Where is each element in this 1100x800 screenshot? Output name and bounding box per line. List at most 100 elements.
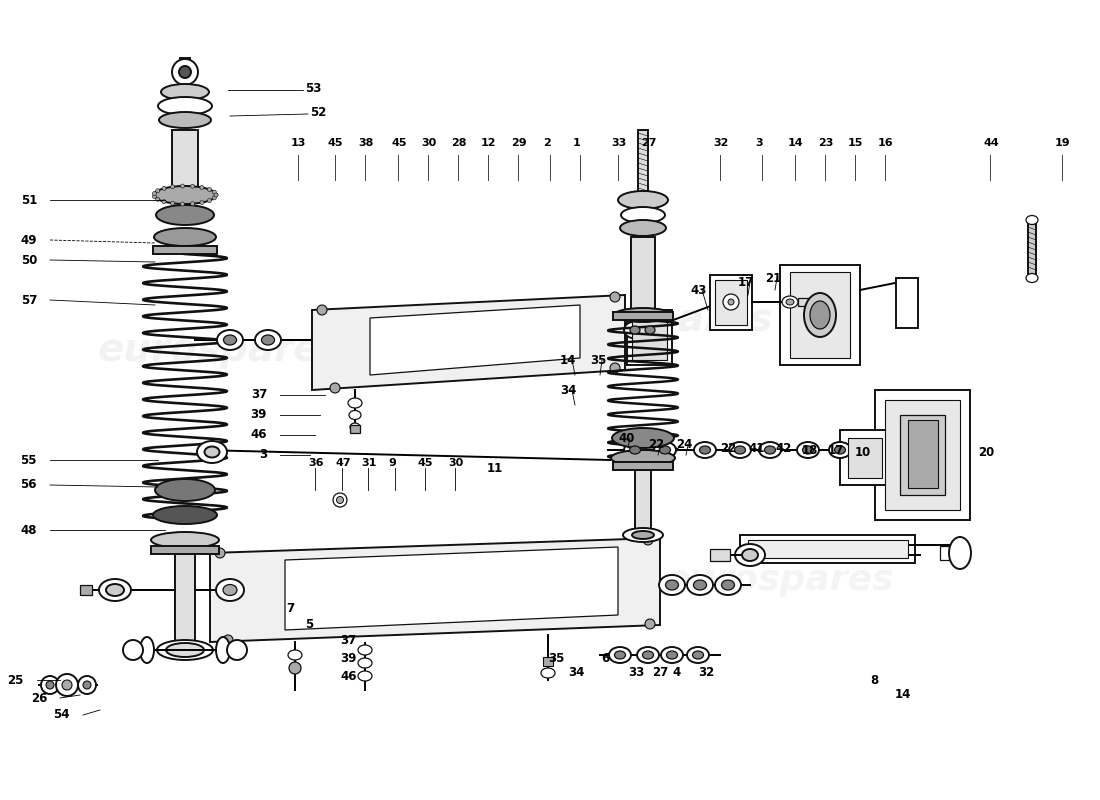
Ellipse shape xyxy=(154,228,216,246)
Ellipse shape xyxy=(645,326,654,334)
Ellipse shape xyxy=(700,446,711,454)
Ellipse shape xyxy=(694,442,716,458)
Text: 32: 32 xyxy=(713,138,728,148)
Ellipse shape xyxy=(157,640,213,660)
Ellipse shape xyxy=(693,651,704,659)
Ellipse shape xyxy=(288,650,302,660)
Ellipse shape xyxy=(614,308,672,322)
Ellipse shape xyxy=(632,531,654,539)
Text: eurospares: eurospares xyxy=(527,301,773,339)
Circle shape xyxy=(208,187,211,191)
Bar xyxy=(151,546,219,554)
Bar xyxy=(153,246,217,254)
Ellipse shape xyxy=(642,651,653,659)
Bar xyxy=(1028,220,1036,275)
Bar xyxy=(874,390,970,520)
Circle shape xyxy=(82,681,91,689)
Ellipse shape xyxy=(358,671,372,681)
Text: 48: 48 xyxy=(21,523,37,537)
Ellipse shape xyxy=(140,637,154,663)
Ellipse shape xyxy=(350,423,360,431)
Ellipse shape xyxy=(217,330,243,350)
Ellipse shape xyxy=(835,446,846,454)
Ellipse shape xyxy=(639,322,661,338)
Text: 35: 35 xyxy=(548,651,564,665)
Circle shape xyxy=(214,193,218,197)
Bar xyxy=(908,420,938,488)
Ellipse shape xyxy=(621,207,665,223)
Ellipse shape xyxy=(156,205,214,225)
Text: 55: 55 xyxy=(21,454,37,466)
Text: 2: 2 xyxy=(543,138,551,148)
Bar xyxy=(627,310,672,365)
Text: 23: 23 xyxy=(818,138,834,148)
Ellipse shape xyxy=(735,544,764,566)
Text: 7: 7 xyxy=(286,602,294,614)
Ellipse shape xyxy=(216,637,230,663)
Bar xyxy=(886,400,960,510)
Polygon shape xyxy=(370,305,580,375)
Ellipse shape xyxy=(786,299,794,305)
Bar xyxy=(175,554,195,644)
Bar xyxy=(840,430,890,485)
Ellipse shape xyxy=(161,84,209,100)
Circle shape xyxy=(208,198,211,202)
Circle shape xyxy=(227,640,248,660)
Circle shape xyxy=(728,299,734,305)
Ellipse shape xyxy=(729,442,751,458)
Ellipse shape xyxy=(810,301,830,329)
Ellipse shape xyxy=(333,493,346,507)
Text: 37: 37 xyxy=(340,634,356,646)
Ellipse shape xyxy=(612,428,674,448)
Circle shape xyxy=(123,640,143,660)
Text: 35: 35 xyxy=(590,354,606,366)
Ellipse shape xyxy=(829,442,851,458)
Text: 46: 46 xyxy=(340,670,356,682)
Text: 14: 14 xyxy=(788,138,804,148)
Circle shape xyxy=(223,635,233,645)
Ellipse shape xyxy=(160,112,211,128)
Ellipse shape xyxy=(615,651,626,659)
Text: 24: 24 xyxy=(676,438,692,451)
Ellipse shape xyxy=(223,585,236,595)
Text: 13: 13 xyxy=(292,138,307,148)
Circle shape xyxy=(41,676,59,694)
Ellipse shape xyxy=(620,220,666,236)
Ellipse shape xyxy=(541,668,556,678)
Text: 30: 30 xyxy=(448,458,463,468)
Ellipse shape xyxy=(1026,274,1038,282)
Ellipse shape xyxy=(337,497,343,503)
Ellipse shape xyxy=(803,446,814,454)
Circle shape xyxy=(200,201,204,205)
Bar xyxy=(896,278,918,328)
Ellipse shape xyxy=(158,97,212,115)
Ellipse shape xyxy=(349,410,361,419)
Text: 45: 45 xyxy=(418,458,433,468)
Ellipse shape xyxy=(348,398,362,408)
Text: 16: 16 xyxy=(878,138,893,148)
Bar xyxy=(635,470,651,530)
Ellipse shape xyxy=(759,442,781,458)
Circle shape xyxy=(180,202,185,206)
Ellipse shape xyxy=(262,335,275,345)
Ellipse shape xyxy=(151,532,219,548)
Text: 8: 8 xyxy=(870,674,878,686)
Ellipse shape xyxy=(624,322,646,338)
Bar xyxy=(848,438,882,478)
Bar xyxy=(543,657,553,666)
Circle shape xyxy=(153,191,156,195)
Text: 47: 47 xyxy=(336,458,351,468)
Circle shape xyxy=(214,548,225,558)
Ellipse shape xyxy=(153,506,217,524)
Text: 12: 12 xyxy=(481,138,496,148)
Bar xyxy=(638,130,648,195)
Bar xyxy=(748,540,907,558)
Text: 3: 3 xyxy=(755,138,762,148)
Text: 22: 22 xyxy=(720,442,736,454)
Ellipse shape xyxy=(155,479,214,501)
Circle shape xyxy=(644,535,653,545)
Ellipse shape xyxy=(166,643,204,657)
Bar xyxy=(631,237,654,312)
Text: 39: 39 xyxy=(251,409,267,422)
Ellipse shape xyxy=(609,647,631,663)
